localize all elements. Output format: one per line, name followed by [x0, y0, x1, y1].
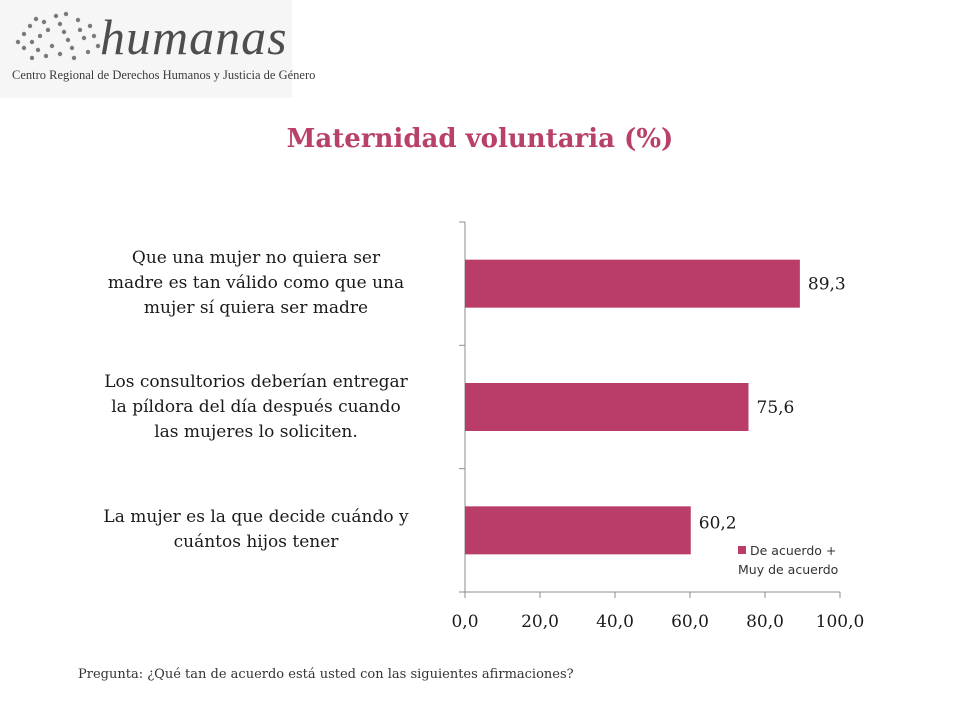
- question-note: Pregunta: ¿Qué tan de acuerdo está usted…: [78, 667, 574, 682]
- category-label-line: mujer sí quiera ser madre: [143, 298, 369, 319]
- chart-title: Maternidad voluntaria (%): [286, 124, 674, 154]
- logo-subtitle: Centro Regional de Derechos Humanos y Ju…: [12, 68, 316, 82]
- bar: [465, 383, 749, 431]
- legend-swatch: [738, 546, 746, 554]
- data-label: 60,2: [699, 513, 737, 533]
- category-label-line: Que una mujer no quiera ser: [131, 248, 381, 269]
- x-tick-label: 60,0: [671, 612, 709, 632]
- category-label-line: La mujer es la que decide cuándo y: [103, 507, 409, 528]
- bar: [465, 506, 691, 555]
- x-tick-label: 0,0: [451, 612, 478, 632]
- logo-dots-icon: [15, 11, 101, 61]
- chart-legend: De acuerdo + Muy de acuerdo: [738, 541, 838, 579]
- category-label: La mujer es la que decide cuándo y cuánto…: [60, 505, 452, 555]
- category-label-line: madre es tan válido como que una: [107, 273, 405, 294]
- category-label-line: las mujeres lo soliciten.: [154, 421, 358, 442]
- category-label-line: Los consultorios deberían entregar: [104, 371, 408, 392]
- category-label: Los consultorios deberían entregar la píl…: [60, 370, 452, 445]
- x-tick-label: 80,0: [746, 612, 784, 632]
- legend-line-2: Muy de acuerdo: [738, 562, 839, 577]
- data-label: 75,6: [757, 398, 795, 418]
- logo-wordmark: humanas: [100, 9, 288, 65]
- legend-entry: De acuerdo +: [738, 541, 838, 560]
- category-label-line: cuántos hijos tener: [173, 532, 339, 553]
- category-label-line: la píldora del día después cuando: [111, 396, 401, 417]
- humanas-logo: humanas Centro Regional de Derechos Huma…: [0, 0, 315, 98]
- bar: [465, 259, 800, 308]
- legend-line-1: De acuerdo +: [750, 543, 837, 558]
- category-label: Que una mujer no quiera ser madre es tan …: [60, 246, 452, 321]
- x-tick-label: 40,0: [596, 612, 634, 632]
- data-label: 89,3: [808, 275, 846, 295]
- x-tick-label: 20,0: [521, 612, 559, 632]
- x-tick-label: 100,0: [816, 612, 865, 632]
